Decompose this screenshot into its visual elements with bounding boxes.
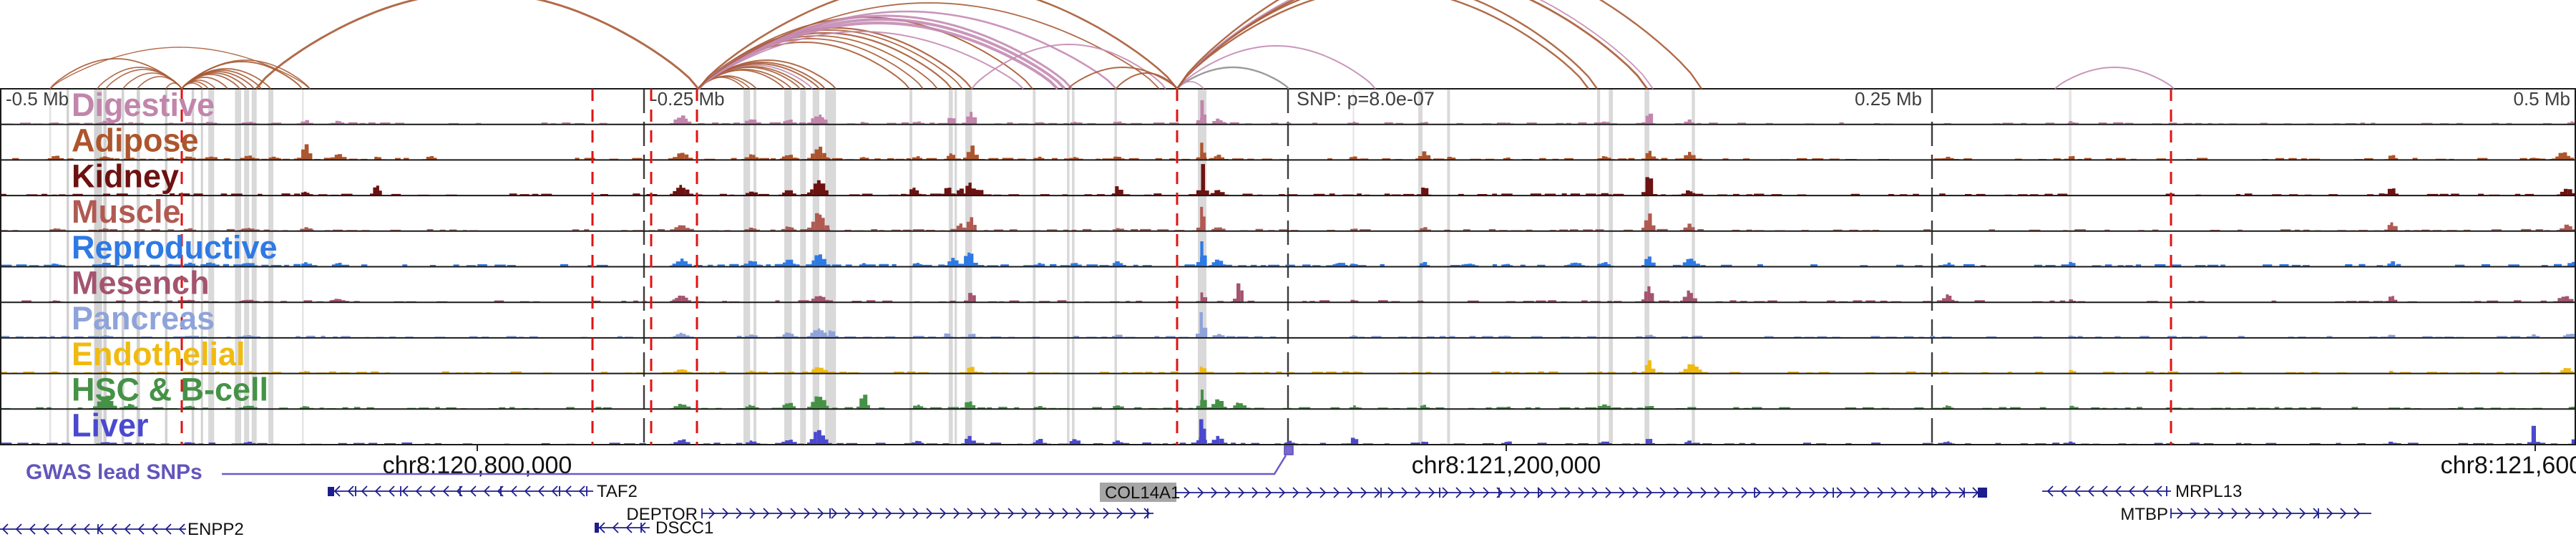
svg-text:TAF2: TAF2 [597,482,638,501]
svg-text:chr8:120,800,000: chr8:120,800,000 [383,452,572,479]
svg-text:ENPP2: ENPP2 [187,520,244,537]
svg-text:0.5 Mb: 0.5 Mb [2514,88,2571,110]
svg-text:DSCC1: DSCC1 [655,518,713,537]
svg-text:Muscle: Muscle [72,193,181,230]
svg-text:MRPL13: MRPL13 [2175,482,2242,501]
svg-text:Pancreas: Pancreas [72,300,215,337]
svg-text:MTBP: MTBP [2120,505,2168,524]
svg-text:0.25 Mb: 0.25 Mb [1855,88,1922,110]
svg-text:-0.5 Mb: -0.5 Mb [6,88,69,110]
svg-text:SNP: p=8.0e-07: SNP: p=8.0e-07 [1297,88,1435,110]
svg-text:chr8:121,600,000: chr8:121,600,000 [2441,452,2576,479]
svg-text:Digestive: Digestive [72,87,215,123]
svg-text:Adipose: Adipose [72,122,199,159]
svg-text:chr8:121,200,000: chr8:121,200,000 [1412,452,1601,479]
svg-text:Mesench: Mesench [72,265,210,301]
svg-text:Endothelial: Endothelial [72,336,245,372]
svg-text:GWAS lead SNPs: GWAS lead SNPs [26,460,203,484]
svg-text:HSC & B-cell: HSC & B-cell [72,372,268,408]
svg-text:-0.25 Mb: -0.25 Mb [651,88,725,110]
svg-text:Reproductive: Reproductive [72,229,278,266]
svg-text:COL14A1: COL14A1 [1105,483,1180,503]
svg-text:Kidney: Kidney [72,158,179,194]
svg-text:Liver: Liver [72,407,149,443]
svg-text:DEPTOR: DEPTOR [626,505,698,524]
